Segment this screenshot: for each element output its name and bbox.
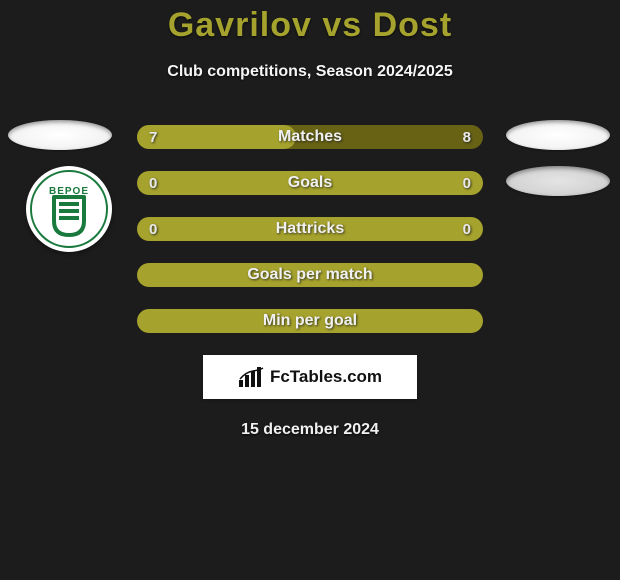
stat-row-goals-per-match: Goals per match [137, 263, 483, 287]
stat-label: Goals [288, 174, 332, 192]
stat-label: Hattricks [276, 220, 344, 238]
player-left-oval [8, 120, 112, 150]
left-column: BEPOE [8, 120, 132, 252]
stat-value-right: 0 [463, 175, 471, 192]
badge-ring [30, 170, 108, 248]
stat-value-right: 8 [463, 129, 471, 146]
stat-value-right: 0 [463, 221, 471, 238]
stat-value-left: 0 [149, 175, 157, 192]
bars-icon [238, 366, 264, 388]
stat-label: Min per goal [263, 312, 357, 330]
stat-value-left: 7 [149, 129, 157, 146]
club-right-oval [506, 166, 610, 196]
stat-row-matches: 7 8 Matches [137, 125, 483, 149]
player-right-oval [506, 120, 610, 150]
stat-label: Goals per match [247, 266, 372, 284]
page-title: Gavrilov vs Dost [0, 0, 620, 45]
stat-label: Matches [278, 128, 342, 146]
club-badge-left: BEPOE [26, 166, 112, 252]
comparison-infographic: Gavrilov vs Dost Club competitions, Seas… [0, 0, 620, 580]
subtitle: Club competitions, Season 2024/2025 [0, 63, 620, 81]
date-text: 15 december 2024 [0, 421, 620, 439]
stat-row-hattricks: 0 0 Hattricks [137, 217, 483, 241]
stat-value-left: 0 [149, 221, 157, 238]
brand-text: FcTables.com [270, 367, 382, 387]
bar-left [137, 125, 296, 149]
stat-row-goals: 0 0 Goals [137, 171, 483, 195]
stat-row-min-per-goal: Min per goal [137, 309, 483, 333]
right-column [486, 120, 610, 196]
brand-box[interactable]: FcTables.com [203, 355, 417, 399]
